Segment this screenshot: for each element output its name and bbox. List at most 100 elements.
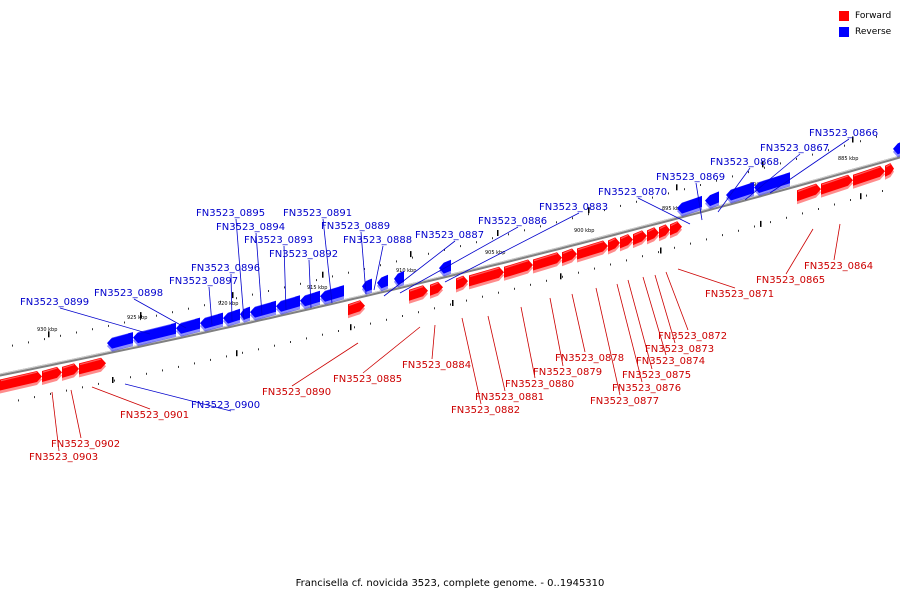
minor-tick-lower [610, 263, 611, 266]
forward-gene-arrow [0, 371, 42, 394]
minor-tick-lower [130, 376, 131, 379]
gene-label: FN3523_0884 [402, 360, 471, 371]
forward-gene-arrow [853, 165, 885, 189]
leader-line [360, 231, 367, 295]
major-tick-upper [410, 251, 412, 258]
minor-tick-lower [34, 396, 35, 399]
minor-tick-upper [204, 304, 205, 307]
reverse-gene-arrow [176, 317, 200, 337]
forward-gene-arrow [885, 163, 894, 180]
genome-caption: Francisella cf. novicida 3523, complete … [295, 578, 605, 589]
reverse-gene-arrow [300, 290, 320, 310]
minor-tick-upper [188, 307, 189, 310]
gene-label: FN3523_0883 [539, 202, 608, 213]
minor-tick-lower [594, 267, 595, 270]
scale-tick-label: 920 kbp [218, 301, 238, 307]
minor-tick-lower [66, 389, 67, 392]
forward-gene-arrow [659, 224, 670, 242]
gene-label: FN3523_0903 [29, 452, 98, 463]
gene-label: FN3523_0879 [533, 367, 602, 378]
leader-line [70, 389, 82, 439]
forward-gene-arrow [79, 357, 106, 378]
leader-line [230, 273, 233, 322]
minor-tick-upper [508, 233, 509, 236]
minor-tick-upper [380, 264, 381, 267]
gene-label: FN3523_0877 [590, 396, 659, 407]
minor-tick-lower [834, 203, 835, 206]
scale-tick-label: 885 kbp [838, 156, 858, 162]
gene-label: FN3523_0893 [244, 235, 313, 246]
minor-tick-upper [636, 200, 637, 203]
reverse-gene-arrow [276, 295, 300, 315]
gene-label: FN3523_0867 [760, 143, 829, 154]
minor-tick-lower [402, 315, 403, 317]
minor-tick-upper [12, 344, 13, 347]
minor-tick-upper [540, 225, 541, 228]
minor-tick-upper [316, 279, 317, 282]
gene-label: FN3523_0866 [809, 128, 878, 139]
minor-tick-upper [220, 300, 221, 303]
reverse-gene-arrow [133, 322, 176, 347]
leader-line [595, 287, 621, 396]
reverse-gene-arrow [754, 172, 790, 196]
leader-line [677, 268, 736, 289]
leader-line [431, 324, 436, 360]
minor-tick-upper [44, 338, 45, 341]
scale-tick-label: 905 kbp [485, 250, 505, 256]
gene-label: FN3523_0900 [191, 400, 260, 411]
major-tick-lower [350, 324, 352, 331]
minor-tick-lower [386, 318, 387, 321]
minor-tick-lower [706, 238, 707, 241]
leader-line [627, 279, 653, 370]
minor-tick-lower [882, 190, 883, 192]
reverse-gene-arrow [320, 285, 344, 305]
gene-label: FN3523_0864 [804, 261, 873, 272]
leader-line [208, 286, 213, 326]
major-tick-lower [236, 350, 238, 357]
minor-tick-lower [338, 330, 339, 332]
gene-label: FN3523_0889 [321, 221, 390, 232]
gene-label: FN3523_0885 [333, 374, 402, 385]
leader-line [665, 271, 689, 331]
gene-label: FN3523_0899 [20, 297, 89, 308]
minor-tick-upper [732, 175, 733, 178]
leader-line [373, 245, 384, 291]
leader-line [283, 245, 287, 311]
major-tick-upper [852, 136, 854, 143]
minor-tick-lower [322, 333, 323, 336]
gene-label: FN3523_0882 [451, 405, 520, 416]
scale-tick-label: 930 kbp [37, 327, 57, 333]
minor-tick-lower [530, 283, 531, 286]
minor-tick-upper [604, 209, 605, 212]
leader-line [717, 167, 751, 213]
minor-tick-lower [306, 337, 307, 340]
minor-tick-upper [444, 248, 445, 251]
forward-gene-arrow [647, 227, 659, 245]
major-tick-lower [760, 220, 762, 227]
gene-label: FN3523_0887 [415, 230, 484, 241]
leader-line [124, 383, 232, 412]
minor-tick-upper [764, 166, 765, 169]
gene-label: FN3523_0896 [191, 263, 260, 274]
forward-gene-arrow [504, 259, 533, 281]
minor-tick-upper [476, 241, 477, 244]
leader-line [444, 212, 580, 283]
minor-tick-upper [492, 237, 493, 240]
minor-tick-lower [514, 287, 515, 290]
gene-label: FN3523_0875 [622, 370, 691, 381]
minor-tick-upper [716, 179, 717, 182]
forward-gene-arrow [533, 252, 562, 274]
leader-line [549, 297, 564, 367]
minor-tick-upper [92, 328, 93, 331]
legend: Forward Reverse [839, 9, 891, 41]
minor-tick-lower [226, 355, 227, 358]
forward-gene-arrow [469, 266, 504, 290]
minor-tick-upper [332, 275, 333, 278]
minor-tick-lower [850, 199, 851, 201]
scale-tick-label: 915 kbp [307, 285, 327, 291]
leader-line [642, 276, 667, 356]
major-tick-upper [322, 271, 324, 278]
minor-tick-upper [108, 324, 109, 327]
minor-tick-upper [748, 171, 749, 174]
gene-label: FN3523_0891 [283, 208, 352, 219]
